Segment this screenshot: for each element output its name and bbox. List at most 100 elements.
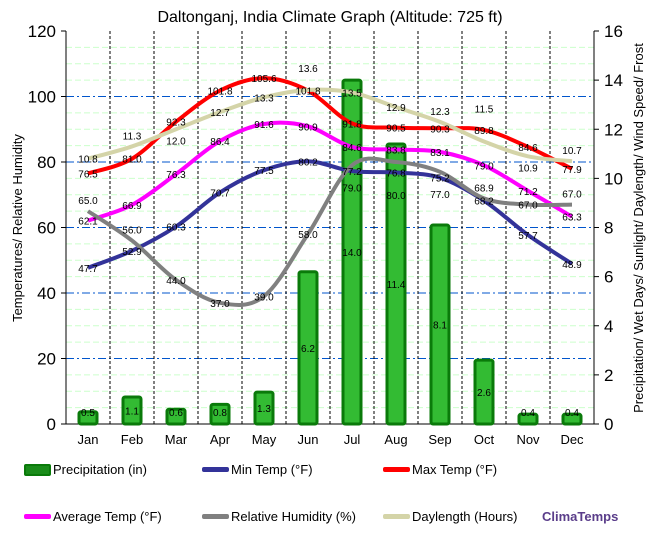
x-tick-label: Sep [428, 432, 451, 447]
data-label: 12.0 [166, 136, 186, 147]
legend-item: Relative Humidity (%) [202, 509, 356, 524]
x-tick-label: May [252, 432, 277, 447]
right-tick-label: 4 [604, 317, 613, 336]
data-label: 90.3 [430, 124, 450, 135]
left-tick-label: 60 [37, 219, 56, 238]
data-label: 11.3 [123, 131, 142, 142]
climatemps-logo: ClimaTemps [542, 509, 619, 524]
data-label: 84.6 [518, 143, 538, 154]
data-label: 89.8 [474, 126, 494, 137]
data-label: 79.0 [342, 183, 362, 194]
x-tick-label: Apr [210, 432, 231, 447]
data-label: 68.9 [474, 183, 494, 194]
precipitation-bar [561, 412, 583, 426]
legend-label: Precipitation (in) [53, 462, 147, 477]
precipitation-bar [209, 402, 231, 426]
legend-label: Max Temp (°F) [412, 462, 498, 477]
legend-item: Daylength (Hours) [383, 509, 518, 524]
y-axis-right-label: Precipitation/ Wet Days/ Sunlight/ Dayle… [631, 43, 646, 413]
precipitation-bar [473, 358, 495, 426]
data-label: 80.2 [298, 157, 318, 168]
x-tick-label: Aug [384, 432, 407, 447]
data-label: 6.2 [301, 344, 315, 355]
legend-label: Daylength (Hours) [412, 509, 518, 524]
data-label: 62.1 [78, 217, 98, 228]
data-label: 66.9 [122, 201, 142, 212]
data-label: 13.3 [254, 93, 274, 104]
data-label: 12.9 [386, 103, 406, 114]
right-tick-label: 10 [604, 169, 623, 188]
data-label: 60.3 [166, 223, 186, 234]
data-label: 39.0 [254, 292, 274, 303]
right-tick-label: 0 [604, 415, 613, 434]
data-label: 58.0 [298, 230, 318, 241]
legend-item: Precipitation (in) [24, 462, 147, 477]
relative-humidity-line [86, 156, 573, 307]
data-label: 57.7 [518, 231, 538, 242]
data-label: 0.6 [169, 408, 183, 419]
legend-swatch [202, 467, 229, 472]
data-label: 12.3 [430, 107, 450, 118]
data-label: 2.6 [477, 388, 491, 399]
data-label: 75.2 [430, 174, 450, 185]
data-label: 13.5 [342, 88, 362, 99]
data-label: 10.8 [78, 155, 98, 166]
data-label: 12.7 [210, 108, 230, 119]
data-label: 80.0 [386, 191, 406, 202]
left-tick-label: 40 [37, 284, 56, 303]
data-label: 70.7 [210, 188, 230, 199]
left-tick-label: 100 [28, 88, 56, 107]
data-label: 101.8 [207, 87, 232, 98]
data-label: 67.0 [518, 201, 538, 212]
legend-swatch [383, 467, 410, 472]
data-label: 47.7 [78, 264, 98, 275]
data-label: 90.9 [298, 122, 318, 133]
data-label: 91.6 [254, 120, 274, 131]
data-label: 77.0 [430, 190, 450, 201]
data-label: 90.5 [386, 124, 406, 135]
legend-swatch [24, 514, 51, 519]
data-label: 105.6 [251, 74, 276, 85]
precipitation-bar [77, 410, 99, 426]
data-label: 81.0 [122, 155, 142, 166]
precipitation-bar [297, 270, 319, 426]
right-tick-label: 2 [604, 366, 613, 385]
data-label: 1.3 [257, 404, 271, 415]
average-temp-f-line [87, 120, 574, 223]
right-tick-label: 8 [604, 219, 613, 238]
legend-item: Max Temp (°F) [383, 462, 497, 477]
right-tick-label: 16 [604, 22, 623, 41]
max-temp-f-line [87, 76, 573, 176]
data-label: 77.9 [562, 165, 582, 176]
precipitation-bar [385, 142, 407, 426]
legend-swatch [202, 514, 229, 519]
precipitation-bar [253, 390, 275, 426]
data-label: 10.9 [518, 163, 538, 174]
data-label: 48.9 [562, 260, 582, 271]
data-label: 76.8 [386, 168, 406, 179]
data-label: 76.3 [166, 170, 186, 181]
data-label: 76.5 [78, 169, 98, 180]
precipitation-bar [429, 223, 451, 426]
data-label: 37.0 [210, 299, 230, 310]
x-tick-label: Nov [516, 432, 540, 447]
x-tick-label: Oct [474, 432, 495, 447]
data-label: 68.2 [474, 197, 494, 208]
legend-swatch [383, 514, 410, 519]
x-tick-label: Mar [165, 432, 188, 447]
data-label: 91.8 [342, 119, 362, 130]
data-label: 83.8 [386, 146, 406, 157]
legend-label: Relative Humidity (%) [231, 509, 356, 524]
precipitation-bar [165, 407, 187, 426]
legend-item: Min Temp (°F) [202, 462, 313, 477]
data-label: 0.4 [565, 408, 579, 419]
legend-label: Min Temp (°F) [231, 462, 313, 477]
data-label: 8.1 [433, 321, 447, 332]
data-label: 92.3 [166, 118, 186, 129]
legend-swatch [24, 463, 51, 476]
data-label: 71.2 [518, 187, 538, 198]
data-label: 11.4 [387, 280, 406, 291]
x-tick-label: Jan [78, 432, 99, 447]
